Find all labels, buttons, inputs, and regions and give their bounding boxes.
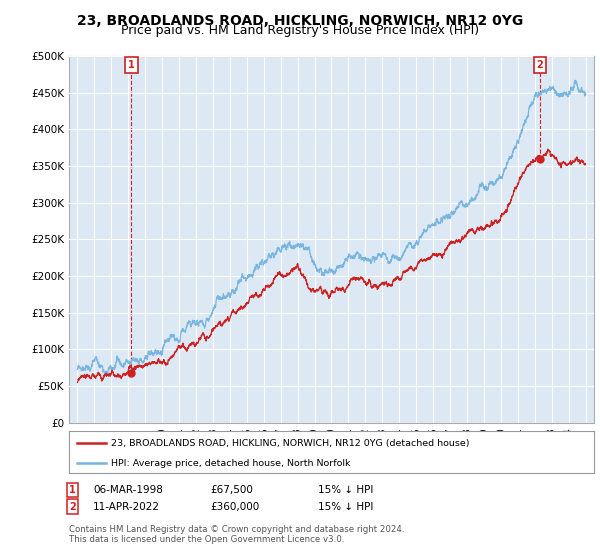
Text: 15% ↓ HPI: 15% ↓ HPI [318,485,373,495]
Text: £360,000: £360,000 [210,502,259,512]
Text: 15% ↓ HPI: 15% ↓ HPI [318,502,373,512]
Text: 23, BROADLANDS ROAD, HICKLING, NORWICH, NR12 0YG: 23, BROADLANDS ROAD, HICKLING, NORWICH, … [77,14,523,28]
Text: 2: 2 [69,502,76,512]
Text: Contains HM Land Registry data © Crown copyright and database right 2024.: Contains HM Land Registry data © Crown c… [69,525,404,534]
Text: 11-APR-2022: 11-APR-2022 [93,502,160,512]
Text: 06-MAR-1998: 06-MAR-1998 [93,485,163,495]
Text: 1: 1 [128,60,134,69]
Text: Price paid vs. HM Land Registry's House Price Index (HPI): Price paid vs. HM Land Registry's House … [121,24,479,36]
Text: 1: 1 [69,485,76,495]
Text: HPI: Average price, detached house, North Norfolk: HPI: Average price, detached house, Nort… [111,459,350,468]
Text: This data is licensed under the Open Government Licence v3.0.: This data is licensed under the Open Gov… [69,535,344,544]
Text: £67,500: £67,500 [210,485,253,495]
Text: 2: 2 [536,60,543,69]
Text: 23, BROADLANDS ROAD, HICKLING, NORWICH, NR12 0YG (detached house): 23, BROADLANDS ROAD, HICKLING, NORWICH, … [111,439,470,449]
